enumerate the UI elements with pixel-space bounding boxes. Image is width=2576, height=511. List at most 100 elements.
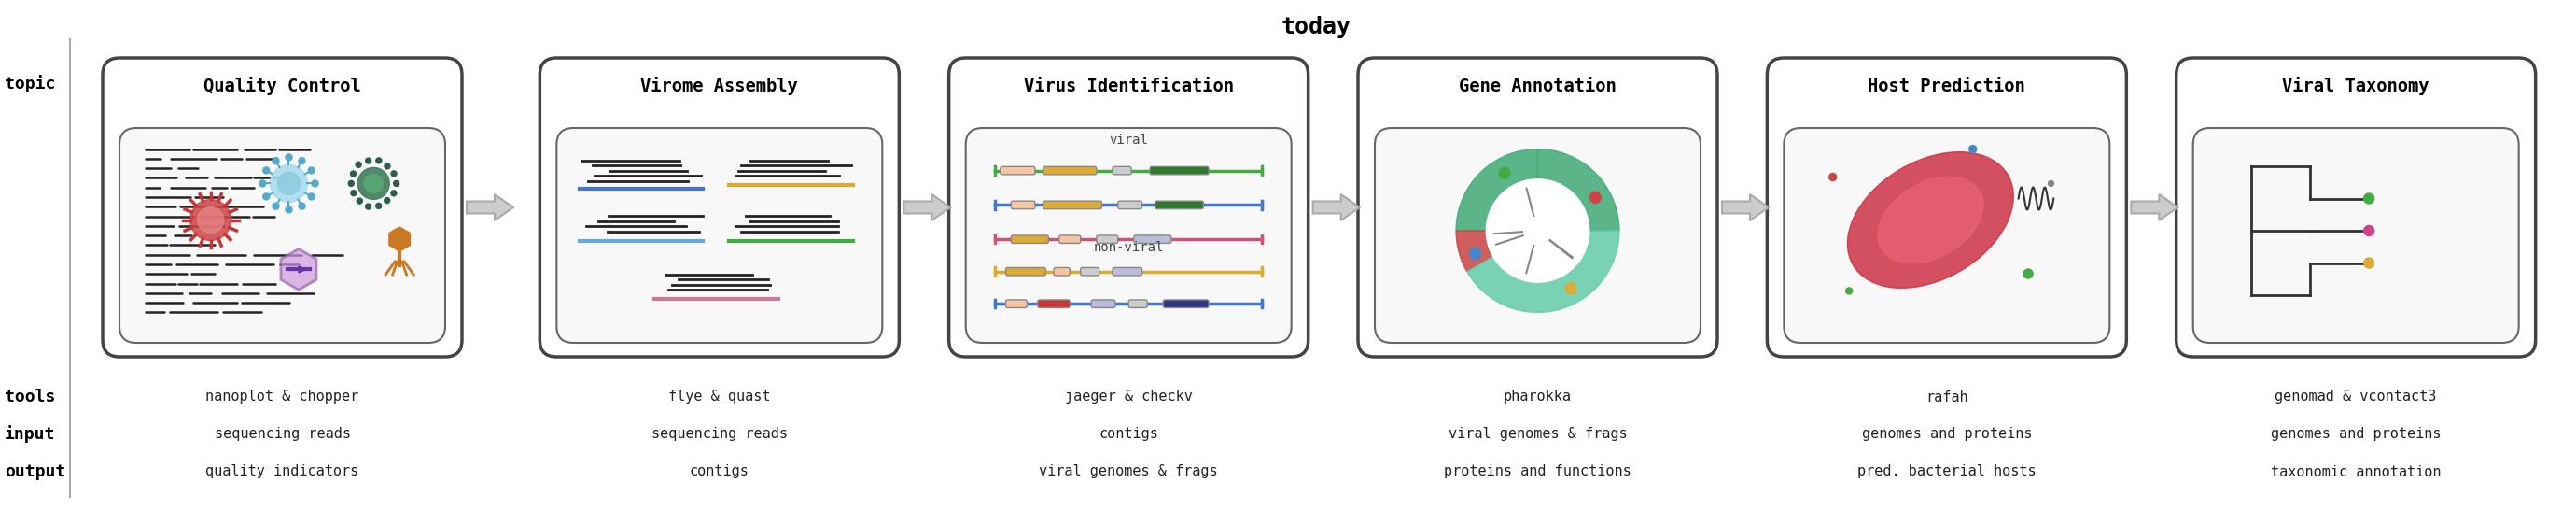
Circle shape xyxy=(299,203,304,210)
Circle shape xyxy=(366,158,371,164)
Circle shape xyxy=(1455,149,1620,312)
FancyBboxPatch shape xyxy=(1128,300,1146,308)
Text: flye & quast: flye & quast xyxy=(667,390,770,404)
FancyBboxPatch shape xyxy=(1038,300,1069,308)
Polygon shape xyxy=(1455,149,1538,231)
Text: sequencing reads: sequencing reads xyxy=(214,427,350,442)
FancyBboxPatch shape xyxy=(1785,128,2110,343)
FancyBboxPatch shape xyxy=(1097,236,1118,243)
FancyBboxPatch shape xyxy=(999,167,1036,175)
Circle shape xyxy=(384,164,389,169)
Text: viral genomes & frags: viral genomes & frags xyxy=(1038,465,1218,479)
Polygon shape xyxy=(466,194,513,220)
Text: Gene Annotation: Gene Annotation xyxy=(1458,77,1615,95)
FancyBboxPatch shape xyxy=(103,58,461,357)
Circle shape xyxy=(376,203,381,208)
FancyBboxPatch shape xyxy=(1376,128,1700,343)
Circle shape xyxy=(2025,269,2032,278)
FancyBboxPatch shape xyxy=(2192,128,2519,343)
FancyBboxPatch shape xyxy=(1767,58,2125,357)
FancyBboxPatch shape xyxy=(966,128,1291,343)
Text: today: today xyxy=(1280,16,1350,38)
FancyBboxPatch shape xyxy=(1113,167,1131,175)
FancyBboxPatch shape xyxy=(1164,300,1208,308)
FancyBboxPatch shape xyxy=(1358,58,1718,357)
Text: Virome Assembly: Virome Assembly xyxy=(641,77,799,95)
Circle shape xyxy=(309,167,314,174)
Text: topic: topic xyxy=(5,75,57,93)
Text: non-viral: non-viral xyxy=(1092,241,1164,254)
Text: contigs: contigs xyxy=(690,465,750,479)
Polygon shape xyxy=(2130,194,2177,220)
Circle shape xyxy=(263,193,270,200)
Circle shape xyxy=(1566,283,1577,294)
Text: pred. bacterial hosts: pred. bacterial hosts xyxy=(1857,465,2035,479)
FancyBboxPatch shape xyxy=(1005,268,1046,275)
Circle shape xyxy=(376,158,381,164)
FancyBboxPatch shape xyxy=(1079,268,1100,275)
Circle shape xyxy=(278,172,299,195)
Circle shape xyxy=(392,191,397,196)
FancyBboxPatch shape xyxy=(2177,58,2535,357)
FancyBboxPatch shape xyxy=(1059,236,1079,243)
Polygon shape xyxy=(904,194,951,220)
FancyBboxPatch shape xyxy=(1133,236,1172,243)
FancyBboxPatch shape xyxy=(1043,167,1097,175)
Polygon shape xyxy=(1721,194,1770,220)
Text: genomes and proteins: genomes and proteins xyxy=(2269,427,2442,442)
Text: Quality Control: Quality Control xyxy=(204,77,361,95)
Circle shape xyxy=(270,165,307,202)
Circle shape xyxy=(260,180,265,187)
Text: input: input xyxy=(5,426,57,443)
FancyBboxPatch shape xyxy=(1010,201,1036,209)
FancyBboxPatch shape xyxy=(1149,167,1208,175)
Circle shape xyxy=(392,171,397,176)
Circle shape xyxy=(394,181,399,187)
Circle shape xyxy=(309,193,314,200)
Circle shape xyxy=(1468,248,1481,259)
Circle shape xyxy=(273,203,278,210)
Circle shape xyxy=(1499,168,1510,179)
Circle shape xyxy=(355,162,361,168)
Text: jaeger & checkv: jaeger & checkv xyxy=(1064,390,1193,404)
Circle shape xyxy=(1847,288,1852,294)
FancyBboxPatch shape xyxy=(948,58,1309,357)
Circle shape xyxy=(350,171,355,176)
Circle shape xyxy=(2365,258,2375,268)
Polygon shape xyxy=(1538,149,1620,231)
FancyBboxPatch shape xyxy=(1092,300,1115,308)
Text: tools: tools xyxy=(5,389,57,405)
Circle shape xyxy=(366,204,371,210)
Text: Viral Taxonomy: Viral Taxonomy xyxy=(2282,77,2429,95)
Circle shape xyxy=(312,180,319,187)
Circle shape xyxy=(1589,192,1600,203)
Text: output: output xyxy=(5,463,64,480)
Text: contigs: contigs xyxy=(1100,427,1159,442)
Text: viral genomes & frags: viral genomes & frags xyxy=(1448,427,1628,442)
FancyBboxPatch shape xyxy=(1118,201,1141,209)
Polygon shape xyxy=(1455,231,1538,271)
Text: genomes and proteins: genomes and proteins xyxy=(1862,427,2032,442)
Circle shape xyxy=(286,206,291,213)
Circle shape xyxy=(384,198,389,203)
FancyBboxPatch shape xyxy=(1113,268,1141,275)
Polygon shape xyxy=(1314,194,1360,220)
Text: pharokka: pharokka xyxy=(1504,390,1571,404)
Circle shape xyxy=(263,167,270,174)
Circle shape xyxy=(358,198,363,204)
Text: rafah: rafah xyxy=(1924,390,1968,404)
FancyBboxPatch shape xyxy=(1005,300,1028,308)
Circle shape xyxy=(191,199,232,241)
Text: sequencing reads: sequencing reads xyxy=(652,427,788,442)
Circle shape xyxy=(348,181,353,187)
Circle shape xyxy=(299,157,304,164)
Circle shape xyxy=(2048,181,2053,187)
Circle shape xyxy=(1829,173,1837,181)
Text: viral: viral xyxy=(1110,134,1149,147)
Circle shape xyxy=(350,190,355,196)
FancyBboxPatch shape xyxy=(1054,268,1069,275)
FancyBboxPatch shape xyxy=(1010,236,1048,243)
FancyBboxPatch shape xyxy=(541,58,899,357)
Text: Host Prediction: Host Prediction xyxy=(1868,77,2025,95)
Circle shape xyxy=(363,174,384,193)
